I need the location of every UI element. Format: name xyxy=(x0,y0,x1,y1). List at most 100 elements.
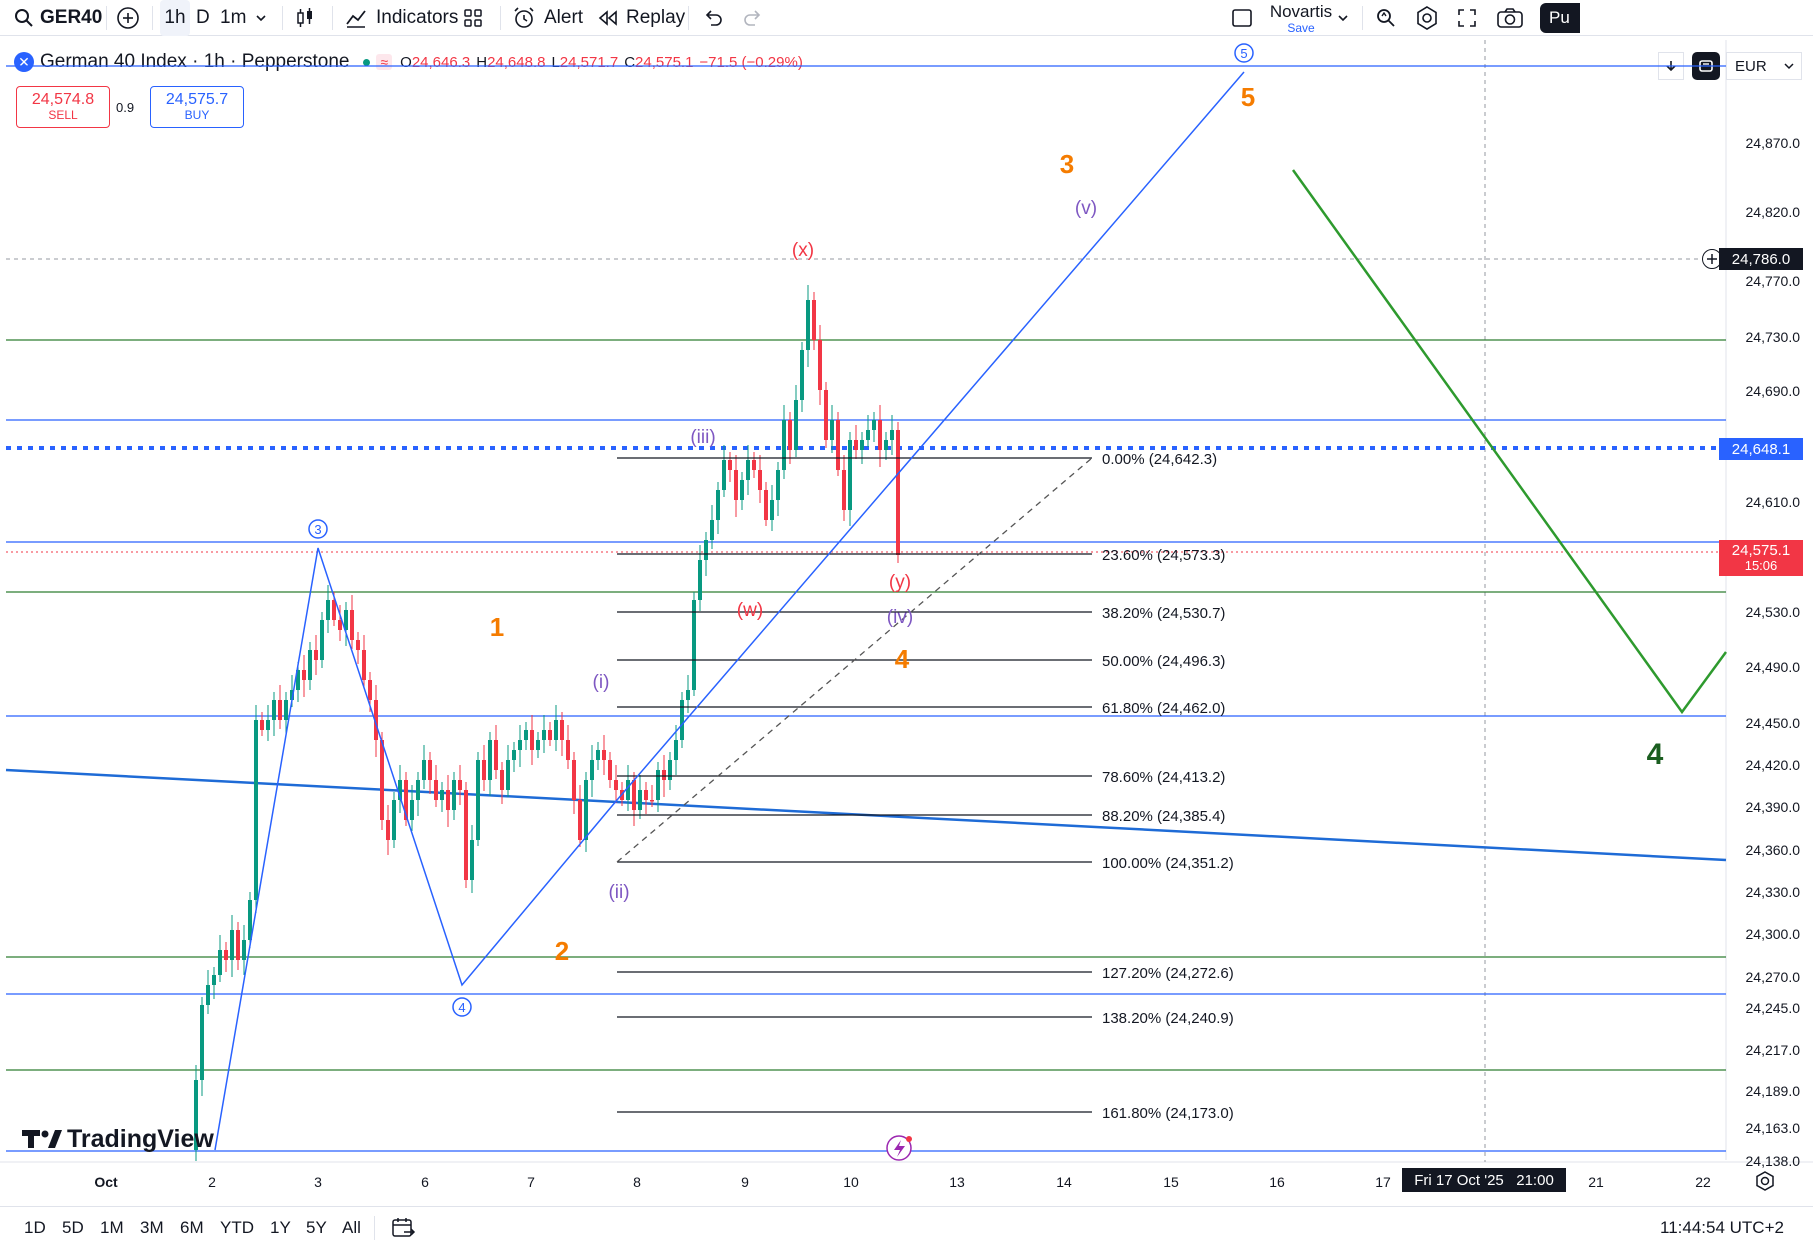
price-tick-label: 24,360.0 xyxy=(1746,842,1801,858)
crosshair-price-label: 24,786.0 xyxy=(1719,248,1803,270)
templates-button[interactable] xyxy=(462,0,484,36)
candle-body xyxy=(764,490,768,520)
undo-button[interactable] xyxy=(702,0,724,36)
range-all[interactable]: All xyxy=(342,1218,361,1237)
fullscreen-button[interactable] xyxy=(1456,0,1478,36)
publish-button[interactable]: Pu xyxy=(1540,3,1580,33)
layout-name: Novartis xyxy=(1269,2,1333,21)
price-tick-label: 24,189.0 xyxy=(1746,1083,1801,1099)
candle-body xyxy=(290,690,294,700)
range-1d[interactable]: 1D xyxy=(24,1218,46,1237)
quick-search-button[interactable] xyxy=(1374,0,1398,36)
fibonacci-retracement[interactable]: 0.00% (24,642.3) 23.60% (24,573.3) 38.20% … xyxy=(617,451,1234,1122)
candle-body xyxy=(518,740,522,750)
alert-price-label[interactable]: 24,648.1 xyxy=(1719,438,1803,460)
wave-label-red-y: (y) xyxy=(889,572,911,593)
price-tick-label: 24,490.0 xyxy=(1746,659,1801,675)
candle-body xyxy=(644,790,648,800)
range-3m[interactable]: 3M xyxy=(140,1218,164,1237)
interval-1h[interactable]: 1h xyxy=(160,0,190,36)
projection-zigzag[interactable] xyxy=(1291,169,1728,715)
sell-button[interactable]: 24,574.8 SELL xyxy=(16,86,110,128)
candle-body xyxy=(386,820,390,840)
chart-line-icon xyxy=(344,6,368,30)
object-tree-button[interactable] xyxy=(1692,52,1720,80)
layout-dropdown[interactable] xyxy=(1336,0,1350,36)
circled-label-4: 4 xyxy=(452,997,472,1017)
candle-body xyxy=(512,750,516,760)
circled-label-5: 5 xyxy=(1234,43,1254,63)
candle-body xyxy=(266,720,270,730)
candle-body xyxy=(608,760,612,780)
snapshot-button[interactable] xyxy=(1496,0,1524,36)
range-1m[interactable]: 1M xyxy=(100,1218,124,1237)
candle-body xyxy=(602,750,606,760)
elliott-wave-path[interactable] xyxy=(214,71,1245,1151)
bottom-toolbar xyxy=(0,1206,1813,1258)
range-6m[interactable]: 6M xyxy=(180,1218,204,1237)
interval-dropdown[interactable] xyxy=(254,0,268,36)
candle-body xyxy=(716,490,720,520)
currency-selector[interactable]: EUR xyxy=(1726,52,1802,80)
fullscreen-icon xyxy=(1456,7,1478,29)
fib-level-label: 0.00% (24,642.3) xyxy=(1102,451,1217,468)
svg-text:4: 4 xyxy=(458,1000,465,1015)
economic-event-icon[interactable] xyxy=(886,1135,912,1161)
candle-body xyxy=(536,740,540,750)
candle-body xyxy=(380,740,384,820)
candle-body xyxy=(362,650,366,680)
alert-button[interactable]: Alert xyxy=(512,0,583,36)
legend-title[interactable]: German 40 Index · 1h · Pepperstone xyxy=(40,51,350,72)
candle-body xyxy=(662,770,666,780)
chart-type-button[interactable] xyxy=(294,0,316,36)
candle-body xyxy=(794,400,798,450)
layout-button[interactable] xyxy=(1230,0,1254,36)
layout-name-group[interactable]: Novartis Save xyxy=(1268,2,1334,35)
symbol-search[interactable]: GER40 xyxy=(14,0,102,36)
go-to-date-button[interactable] xyxy=(390,1212,416,1244)
price-tick-label: 24,163.0 xyxy=(1746,1120,1801,1136)
ohlc-high-value: 24,648.8 xyxy=(487,53,546,71)
candle-body xyxy=(566,740,570,760)
candle-body xyxy=(302,670,306,680)
price-tick-label: 24,730.0 xyxy=(1746,329,1801,345)
clock-timezone[interactable]: 11:44:54 UTC+2 xyxy=(1660,1218,1784,1237)
axis-settings-button[interactable] xyxy=(1754,1170,1776,1197)
compare-symbol-button[interactable] xyxy=(116,0,140,36)
range-5d[interactable]: 5D xyxy=(62,1218,84,1237)
buy-button[interactable]: 24,575.7 BUY xyxy=(150,86,244,128)
range-5y[interactable]: 5Y xyxy=(306,1218,327,1237)
settings-button[interactable] xyxy=(1414,0,1440,36)
candle-body xyxy=(476,760,480,840)
descending-trendline[interactable] xyxy=(5,768,1727,862)
undo-icon xyxy=(702,7,724,29)
last-price-label: 24,575.1 15:06 xyxy=(1719,540,1803,576)
crosshair-time-label: Fri 17 Oct '25 21:00 xyxy=(1402,1168,1566,1192)
price-axis[interactable]: 24,870.0 24,820.0 24,770.0 24,730.0 24,690.0… xyxy=(1746,135,1801,1169)
interval-1m[interactable]: 1m xyxy=(220,7,247,28)
candle-body xyxy=(632,780,636,810)
candle-body xyxy=(236,930,240,960)
range-ytd[interactable]: YTD xyxy=(220,1218,254,1237)
wave-label-green-4: 4 xyxy=(1647,738,1664,771)
interval-d[interactable]: D xyxy=(196,7,210,28)
fib-trend-dashed-line xyxy=(616,457,1093,863)
range-1y[interactable]: 1Y xyxy=(270,1218,291,1237)
time-tick-label: 21 xyxy=(1588,1174,1604,1190)
candle-body xyxy=(554,720,558,740)
replay-button[interactable]: Replay xyxy=(596,0,685,36)
candle-body xyxy=(434,780,438,800)
fib-level-label: 127.20% (24,272.6) xyxy=(1102,965,1234,982)
fib-level-label: 100.00% (24,351.2) xyxy=(1102,855,1234,872)
wave-label-red-w: (w) xyxy=(737,600,763,621)
candle-body xyxy=(218,950,222,975)
candle-body xyxy=(242,940,246,960)
redo-button[interactable] xyxy=(742,0,764,36)
candle-body xyxy=(392,800,396,840)
candles-icon xyxy=(294,7,316,29)
candle-body xyxy=(884,440,888,450)
scroll-to-realtime-button[interactable] xyxy=(1658,52,1684,80)
indicators-button[interactable]: Indicators xyxy=(344,0,458,36)
candle-body xyxy=(356,640,360,650)
